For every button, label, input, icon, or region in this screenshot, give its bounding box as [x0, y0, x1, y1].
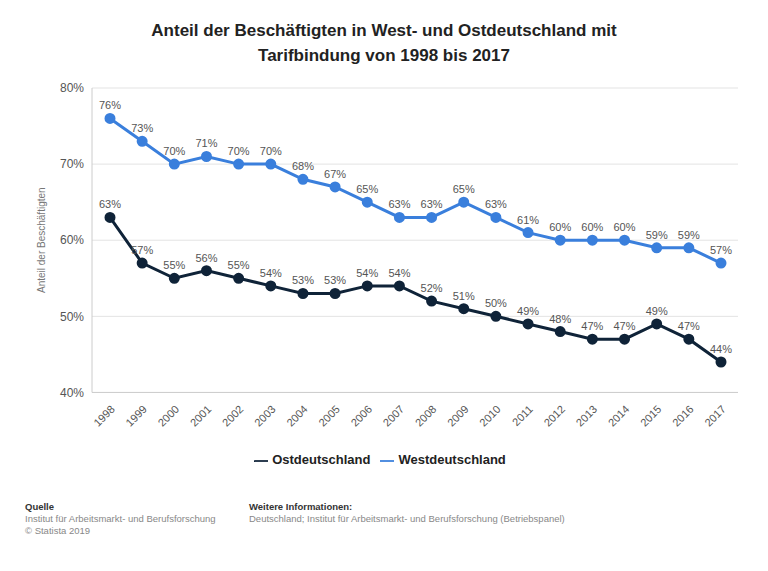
svg-text:Anteil der Beschäftigten: Anteil der Beschäftigten: [36, 187, 47, 293]
svg-text:52%: 52%: [421, 282, 443, 294]
svg-text:54%: 54%: [260, 267, 282, 279]
svg-text:2010: 2010: [477, 403, 503, 429]
svg-text:50%: 50%: [60, 310, 84, 324]
svg-text:47%: 47%: [678, 320, 700, 332]
svg-text:65%: 65%: [453, 183, 475, 195]
svg-text:70%: 70%: [260, 145, 282, 157]
svg-text:2009: 2009: [445, 403, 471, 429]
svg-text:1999: 1999: [123, 403, 149, 429]
svg-text:70%: 70%: [228, 145, 250, 157]
svg-text:48%: 48%: [549, 313, 571, 325]
svg-text:63%: 63%: [99, 198, 121, 210]
svg-text:63%: 63%: [388, 198, 410, 210]
svg-text:2005: 2005: [316, 403, 342, 429]
svg-text:60%: 60%: [581, 221, 603, 233]
svg-text:60%: 60%: [549, 221, 571, 233]
svg-text:44%: 44%: [710, 343, 732, 355]
html-text:Ostdeutschland: Ostdeutschland: [272, 452, 371, 468]
svg-text:70%: 70%: [163, 145, 185, 157]
html-text:© Statista 2019: © Statista 2019: [25, 525, 91, 536]
svg-text:2011: 2011: [510, 403, 535, 428]
svg-text:2007: 2007: [381, 403, 407, 429]
svg-text:2000: 2000: [155, 403, 181, 429]
svg-text:50%: 50%: [485, 297, 507, 309]
svg-text:54%: 54%: [388, 267, 410, 279]
svg-text:68%: 68%: [292, 160, 314, 172]
svg-text:2002: 2002: [220, 403, 246, 429]
html-text:Weitere Informationen:: Weitere Informationen:: [249, 501, 353, 512]
svg-text:63%: 63%: [421, 198, 443, 210]
svg-text:2006: 2006: [348, 403, 374, 429]
svg-text:2014: 2014: [606, 403, 632, 429]
svg-text:2008: 2008: [413, 403, 439, 429]
svg-text:67%: 67%: [324, 168, 346, 180]
svg-text:49%: 49%: [646, 305, 668, 317]
svg-text:76%: 76%: [99, 99, 121, 111]
html-text:Deutschland; Institut für Arbe: Deutschland; Institut für Arbeitsmarkt- …: [249, 513, 565, 524]
svg-text:56%: 56%: [195, 252, 217, 264]
svg-text:47%: 47%: [614, 320, 636, 332]
svg-text:2004: 2004: [284, 403, 310, 429]
svg-text:59%: 59%: [678, 229, 700, 241]
svg-text:70%: 70%: [60, 157, 84, 171]
html-text:Westdeutschland: Westdeutschland: [398, 452, 506, 468]
svg-text:63%: 63%: [485, 198, 507, 210]
svg-text:54%: 54%: [356, 267, 378, 279]
html-text:Quelle: Quelle: [25, 501, 54, 512]
svg-text:47%: 47%: [581, 320, 603, 332]
svg-text:40%: 40%: [60, 386, 84, 400]
svg-text:60%: 60%: [60, 233, 84, 247]
svg-text:73%: 73%: [131, 122, 153, 134]
svg-text:2003: 2003: [252, 403, 278, 429]
svg-text:1998: 1998: [91, 403, 117, 429]
svg-text:2012: 2012: [541, 403, 567, 429]
svg-text:2013: 2013: [574, 403, 600, 429]
svg-text:71%: 71%: [195, 137, 217, 149]
svg-text:55%: 55%: [228, 259, 250, 271]
svg-text:53%: 53%: [324, 274, 346, 286]
svg-text:60%: 60%: [614, 221, 636, 233]
svg-text:55%: 55%: [163, 259, 185, 271]
svg-text:57%: 57%: [131, 244, 153, 256]
svg-text:53%: 53%: [292, 274, 314, 286]
svg-text:2015: 2015: [638, 403, 664, 429]
html-text:Anteil der Beschäftigten in We: Anteil der Beschäftigten in West- und Os…: [151, 21, 617, 65]
svg-text:80%: 80%: [60, 81, 84, 95]
svg-text:51%: 51%: [453, 290, 475, 302]
svg-text:57%: 57%: [710, 244, 732, 256]
svg-text:59%: 59%: [646, 229, 668, 241]
svg-text:2016: 2016: [670, 403, 696, 429]
svg-text:65%: 65%: [356, 183, 378, 195]
svg-text:2001: 2001: [188, 403, 214, 429]
svg-text:2017: 2017: [702, 403, 728, 429]
svg-text:61%: 61%: [517, 214, 539, 226]
svg-text:49%: 49%: [517, 305, 539, 317]
html-text:Institut für Arbeitsmarkt- und: Institut für Arbeitsmarkt- und Berufsfor…: [25, 513, 216, 524]
